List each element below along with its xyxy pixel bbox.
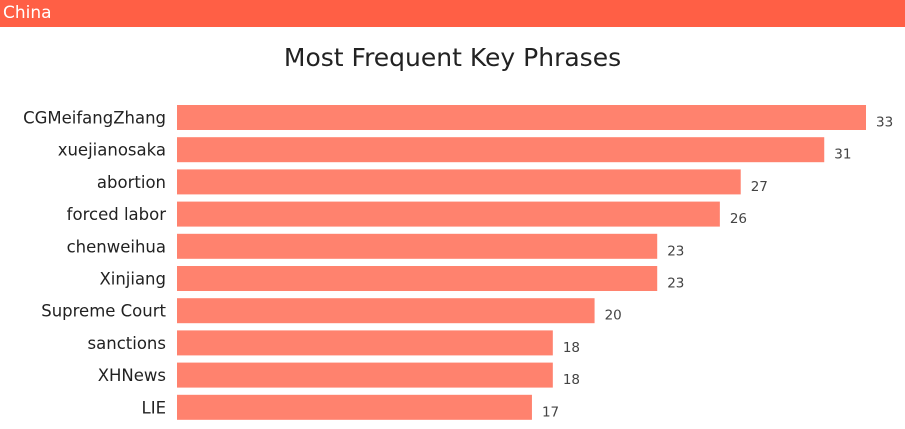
category-label: LIE bbox=[142, 398, 166, 417]
category-label: sanctions bbox=[88, 334, 166, 353]
value-label: 23 bbox=[667, 276, 684, 292]
bar-supreme-court[interactable] bbox=[177, 298, 595, 324]
bar-cgmeifangzhang[interactable] bbox=[177, 105, 866, 130]
value-label: 17 bbox=[542, 404, 559, 420]
bar-chenweihua[interactable] bbox=[177, 233, 658, 259]
category-label: abortion bbox=[97, 173, 166, 192]
chart-title: Most Frequent Key Phrases bbox=[283, 43, 622, 72]
bar-lie[interactable] bbox=[177, 394, 532, 420]
value-label: 33 bbox=[876, 115, 893, 131]
bar-forced-labor[interactable] bbox=[177, 201, 720, 227]
category-label: Xinjiang bbox=[99, 270, 166, 289]
category-label: XHNews bbox=[98, 366, 166, 385]
value-label: 20 bbox=[605, 308, 622, 324]
category-label: xuejianosaka bbox=[58, 141, 166, 160]
value-label: 27 bbox=[751, 179, 768, 195]
header-title: China bbox=[3, 3, 52, 23]
header-bar: China bbox=[0, 0, 905, 27]
value-label: 23 bbox=[667, 243, 684, 259]
category-label: forced labor bbox=[67, 205, 167, 224]
category-label: CGMeifangZhang bbox=[23, 109, 166, 128]
bar-xuejianosaka[interactable] bbox=[177, 137, 825, 163]
bar-sanctions[interactable] bbox=[177, 330, 553, 356]
bar-abortion[interactable] bbox=[177, 169, 741, 195]
value-label: 26 bbox=[730, 211, 747, 227]
value-label: 18 bbox=[563, 372, 580, 388]
category-label: Supreme Court bbox=[41, 302, 166, 321]
category-label: chenweihua bbox=[67, 237, 166, 256]
value-label: 31 bbox=[834, 147, 851, 163]
bar-xhnews[interactable] bbox=[177, 362, 553, 388]
bar-xinjiang[interactable] bbox=[177, 266, 658, 291]
value-label: 18 bbox=[563, 340, 580, 356]
